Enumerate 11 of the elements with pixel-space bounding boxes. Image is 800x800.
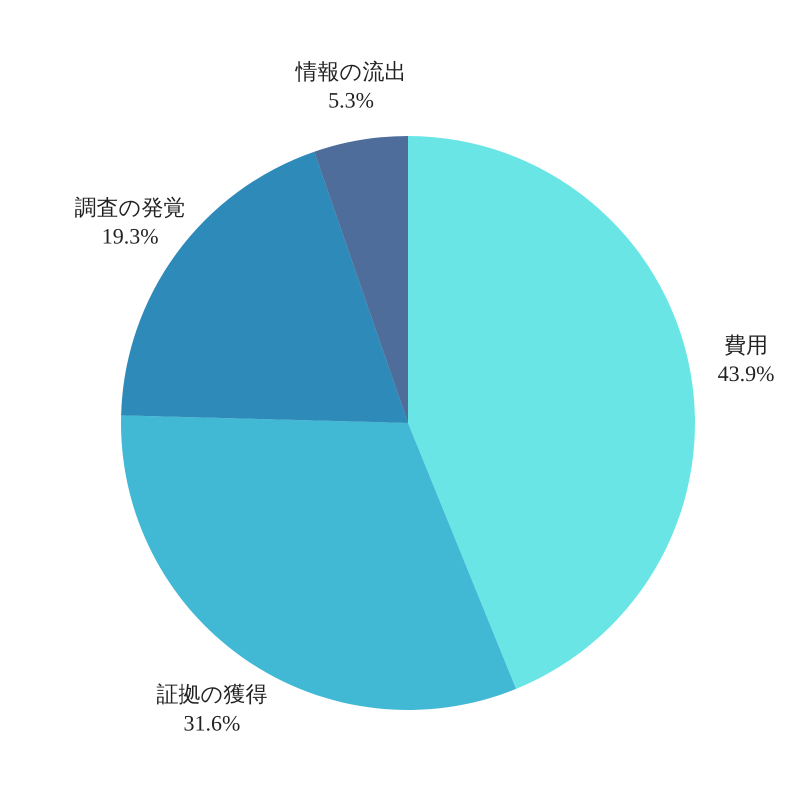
data-label: 31.6% bbox=[184, 710, 240, 736]
slice-label: 費用 bbox=[724, 332, 768, 358]
pie-slice bbox=[121, 415, 516, 710]
slice-label: 証拠の獲得 bbox=[156, 682, 268, 707]
pie-slice bbox=[408, 136, 695, 689]
slice-label: 情報の流出 bbox=[294, 58, 406, 84]
slice-label: 調査の発覚 bbox=[74, 195, 186, 220]
data-label: 5.3% bbox=[328, 88, 374, 113]
pie-slice bbox=[314, 136, 408, 423]
data-label: 19.3% bbox=[102, 224, 159, 249]
data-label: 43.9% bbox=[718, 361, 774, 386]
